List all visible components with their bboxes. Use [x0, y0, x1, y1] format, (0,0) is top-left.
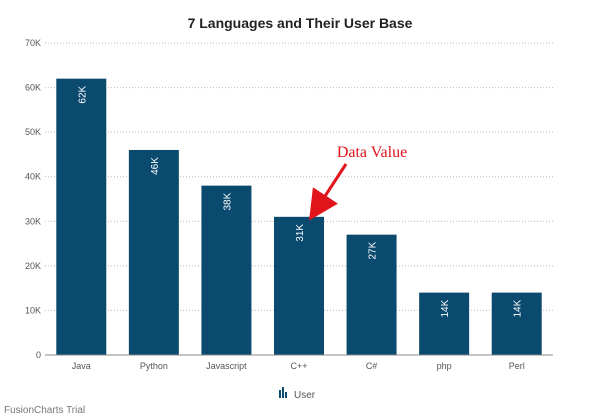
x-axis-ticks: Java Python Javascript C++ C# php Perl [72, 361, 525, 371]
annotation: Data Value [309, 144, 407, 221]
bar-value-label: 38K [222, 192, 233, 210]
x-tick-label: C# [366, 361, 378, 371]
annotation-arrow [309, 163, 348, 221]
bar-value-label: 14K [440, 299, 451, 317]
y-tick-label: 60K [25, 83, 41, 93]
x-tick-label: Java [72, 361, 91, 371]
watermark: FusionCharts Trial [4, 405, 85, 416]
bar-python[interactable] [128, 149, 179, 355]
bar-value-label: 31K [295, 224, 306, 242]
annotation-text: Data Value [337, 144, 407, 161]
y-tick-label: 20K [25, 261, 41, 271]
y-tick-label: 10K [25, 305, 41, 315]
x-tick-label: C++ [290, 361, 307, 371]
y-tick-label: 40K [25, 172, 41, 182]
y-tick-label: 50K [25, 127, 41, 137]
bar-perl[interactable] [491, 292, 542, 355]
bar-cplusplus[interactable] [274, 216, 324, 355]
bar-value-label: 27K [368, 241, 379, 259]
legend-label: User [294, 390, 316, 401]
y-tick-label: 70K [25, 38, 41, 48]
bar-value-label: 62K [77, 85, 88, 103]
bars-layer [56, 78, 542, 356]
y-tick-label: 30K [25, 216, 41, 226]
bar-value-label: 46K [150, 157, 161, 175]
bar-value-label: 14K [513, 299, 524, 317]
x-tick-label: Perl [509, 361, 525, 371]
legend[interactable]: User [279, 387, 316, 401]
bar-javascript[interactable] [201, 185, 252, 355]
bar-value-labels: 62K 46K 38K 31K 27K 14K 14K [77, 85, 523, 317]
bar-csharp[interactable] [346, 234, 397, 355]
column-chart-icon [279, 387, 287, 398]
x-tick-label: php [437, 361, 452, 371]
bar-php[interactable] [419, 292, 470, 355]
x-tick-label: Python [140, 361, 168, 371]
y-tick-label: 0 [36, 350, 41, 360]
y-axis-ticks: 0 10K 20K 30K 40K 50K 60K 70K [25, 38, 41, 360]
chart-title: 7 Languages and Their User Base [188, 15, 413, 31]
bar-java[interactable] [56, 78, 107, 356]
x-tick-label: Javascript [206, 361, 247, 371]
